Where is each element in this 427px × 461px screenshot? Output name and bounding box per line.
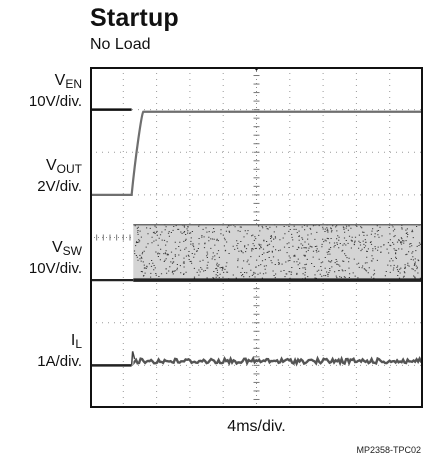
trace-vsw-band xyxy=(133,224,423,281)
channel-scale-vsw: 10V/div. xyxy=(28,260,82,277)
channel-scale-vout: 2V/div. xyxy=(37,178,82,195)
channel-name-ven: VEN xyxy=(54,72,82,91)
channel-name-vsw: VSW xyxy=(51,239,82,258)
channel-label-ven: VEN 10V/div. xyxy=(2,72,82,110)
trace-ven xyxy=(90,67,423,111)
chart-title: Startup xyxy=(90,4,179,32)
channel-name-vout: VOUT xyxy=(45,157,82,176)
trace-vsw-noise xyxy=(133,224,423,281)
channel-label-vout: VOUT 2V/div. xyxy=(2,157,82,195)
x-axis-label: 4ms/div. xyxy=(227,418,286,435)
trigger-marker xyxy=(253,67,260,71)
chart-subtitle: No Load xyxy=(90,36,151,53)
trace-il-inrush xyxy=(130,351,136,366)
channel-scale-il: 1A/div. xyxy=(37,353,82,370)
oscilloscope-plot xyxy=(90,67,423,408)
trace-vout xyxy=(90,110,423,196)
channel-name-il: IL xyxy=(70,332,82,351)
channel-scale-ven: 10V/div. xyxy=(28,93,82,110)
channel-label-il: IL 1A/div. xyxy=(2,332,82,370)
figure-id: MP2358-TPC02 xyxy=(356,445,421,455)
channel-label-vsw: VSW 10V/div. xyxy=(2,239,82,277)
trace-il xyxy=(133,355,423,367)
